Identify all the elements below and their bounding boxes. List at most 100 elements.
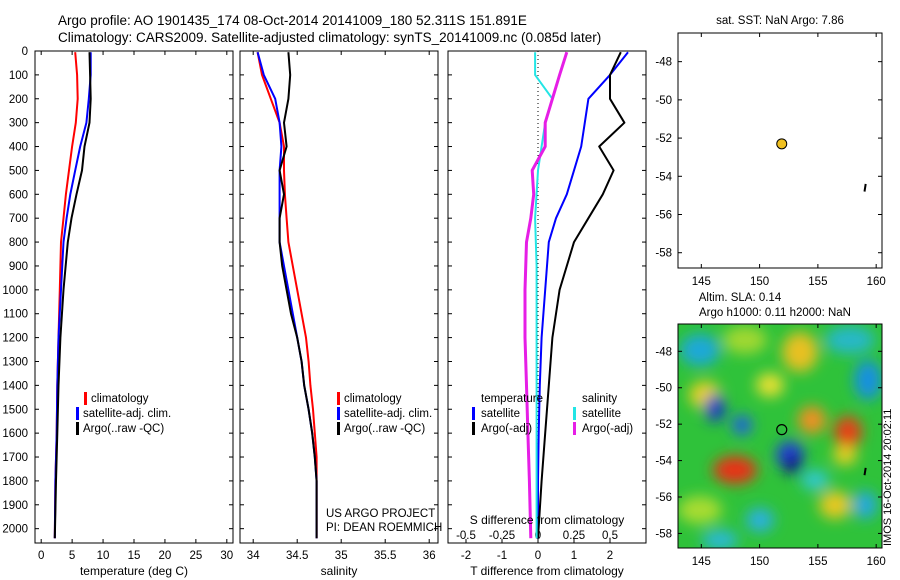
x-tick-label: 155 bbox=[808, 276, 827, 288]
x-tick-label: 150 bbox=[750, 556, 769, 568]
argo-position-marker bbox=[776, 424, 788, 436]
sla-map-frame bbox=[677, 323, 883, 549]
legend-swatch-satellite bbox=[337, 407, 340, 420]
heatmap-cell bbox=[678, 496, 722, 524]
series-line bbox=[53, 52, 79, 539]
header-line1: Argo profile: AO 1901435_174 08-Oct-2014… bbox=[58, 13, 527, 28]
x-tick-label: 15 bbox=[128, 550, 141, 562]
heatmap-cell bbox=[825, 326, 875, 354]
depth-tick-label: 600 bbox=[9, 189, 28, 201]
series-line bbox=[537, 51, 626, 539]
x-tick-label: 150 bbox=[750, 276, 769, 288]
sst-map-frame bbox=[677, 32, 883, 269]
legend-label-climatology: climatology bbox=[91, 393, 149, 405]
x-tick-label: 34 bbox=[247, 550, 260, 562]
x-tick-label: 34.5 bbox=[286, 550, 308, 562]
header-line2: Climatology: CARS2009. Satellite-adjuste… bbox=[58, 30, 601, 45]
temperature-plot: 0 5 10 15 20 25 30 bbox=[38, 51, 233, 562]
legend-label-s-satellite: satellite bbox=[582, 408, 621, 420]
x-tick-label: 35 bbox=[335, 550, 348, 562]
x-tick-label-s: -0.25 bbox=[489, 530, 515, 542]
salinity-xlabel: salinity bbox=[321, 564, 358, 578]
legend-title-salinity: salinity bbox=[582, 393, 617, 405]
depth-tick-label: 800 bbox=[9, 237, 28, 249]
y-tick-label: -54 bbox=[655, 456, 672, 468]
x-tick-label: -1 bbox=[497, 550, 507, 562]
series-group bbox=[53, 52, 92, 539]
series-line bbox=[537, 51, 629, 539]
heatmap-cell bbox=[819, 491, 851, 519]
heatmap-cell bbox=[782, 332, 818, 372]
heatmap-cell bbox=[746, 508, 774, 532]
depth-tick-label: 200 bbox=[9, 94, 28, 106]
heatmap-cell bbox=[833, 445, 857, 465]
coastline-fragment bbox=[863, 183, 867, 192]
depth-tick-label: 1300 bbox=[2, 356, 28, 368]
y-tick-label: -50 bbox=[655, 95, 672, 107]
depth-tick-label: 700 bbox=[9, 213, 28, 225]
x-tick-label: 36 bbox=[423, 550, 436, 562]
y-tick-label: -50 bbox=[655, 383, 672, 395]
heatmap-cell bbox=[834, 416, 862, 448]
salinity-plot: 34 34.5 35 35.5 36 bbox=[247, 51, 436, 562]
salinity-legend: climatology satellite-adj. clim. Argo(..… bbox=[326, 392, 442, 534]
depth-tick-label: 900 bbox=[9, 261, 28, 273]
x-tick-label: 10 bbox=[97, 550, 110, 562]
x-tick-label: 2 bbox=[607, 550, 613, 562]
x-tick-label: 160 bbox=[867, 276, 886, 288]
depth-tick-label: 1700 bbox=[2, 452, 28, 464]
imos-watermark: IMOS 16-Oct-2014 20:02:11 bbox=[882, 409, 894, 546]
legend-label-t-satellite: satellite bbox=[481, 408, 520, 420]
argo-position-marker bbox=[776, 138, 788, 150]
sst-map: 145 150 155 160 -48 -50 -52 -54 -56 -58 bbox=[655, 33, 886, 288]
legend-swatch-argo bbox=[76, 422, 79, 435]
heatmap-cell bbox=[723, 326, 767, 354]
x-tick-label: 0 bbox=[38, 550, 44, 562]
depth-tick-label: 1900 bbox=[2, 500, 28, 512]
legend-swatch-s-satellite bbox=[573, 407, 576, 420]
series-line bbox=[53, 52, 92, 539]
heatmap-cell bbox=[854, 360, 882, 400]
depth-axis: 0 100 200 300 400 500 600 700 800 900 1000 1100 1200… bbox=[2, 46, 646, 536]
credit-pi: PI: DEAN ROEMMICH bbox=[326, 522, 442, 534]
series-line bbox=[523, 51, 569, 539]
sst-map-title: sat. SST: NaN Argo: 7.86 bbox=[716, 15, 844, 27]
x-tick-label: 1 bbox=[571, 550, 577, 562]
difference-xlabel-s: S difference from climatology bbox=[470, 513, 625, 527]
series-line bbox=[278, 52, 318, 539]
heatmap-cell bbox=[853, 491, 877, 519]
x-tick-label: -2 bbox=[461, 550, 471, 562]
legend-swatch-t-argo bbox=[472, 422, 475, 435]
y-tick-label: -52 bbox=[655, 133, 672, 145]
credit-project: US ARGO PROJECT bbox=[326, 508, 435, 520]
sla-heatmap bbox=[678, 324, 882, 548]
depth-tick-label: 1800 bbox=[2, 476, 28, 488]
legend-swatch-climatology bbox=[337, 392, 340, 405]
depth-tick-label: 300 bbox=[9, 118, 28, 130]
legend-label-s-argo: Argo(-adj) bbox=[582, 423, 633, 435]
y-tick-label: -48 bbox=[655, 57, 672, 69]
heatmap-cell bbox=[756, 373, 784, 397]
x-tick-label: 35.5 bbox=[374, 550, 396, 562]
x-tick-label: 0 bbox=[535, 550, 541, 562]
y-tick-label: -48 bbox=[655, 346, 672, 358]
depth-tick-label: 1600 bbox=[2, 428, 28, 440]
y-tick-label: -56 bbox=[655, 492, 672, 504]
depth-tick-label: 100 bbox=[9, 70, 28, 82]
legend-swatch-satellite bbox=[76, 407, 79, 420]
salinity-panel-frame bbox=[239, 50, 439, 544]
legend-swatch-s-argo bbox=[573, 422, 576, 435]
heatmap-cell bbox=[732, 415, 752, 435]
depth-tick-label: 2000 bbox=[2, 524, 28, 536]
legend-label-satellite: satellite-adj. clim. bbox=[344, 408, 432, 420]
depth-tick-label: 1500 bbox=[2, 404, 28, 416]
y-tick-label: -58 bbox=[655, 248, 672, 260]
heatmap-cell bbox=[798, 406, 826, 434]
difference-panel-frame bbox=[447, 50, 647, 544]
x-tick-label: 155 bbox=[808, 556, 827, 568]
depth-tick-label: 500 bbox=[9, 165, 28, 177]
series-line bbox=[53, 52, 92, 539]
series-group bbox=[256, 51, 318, 539]
